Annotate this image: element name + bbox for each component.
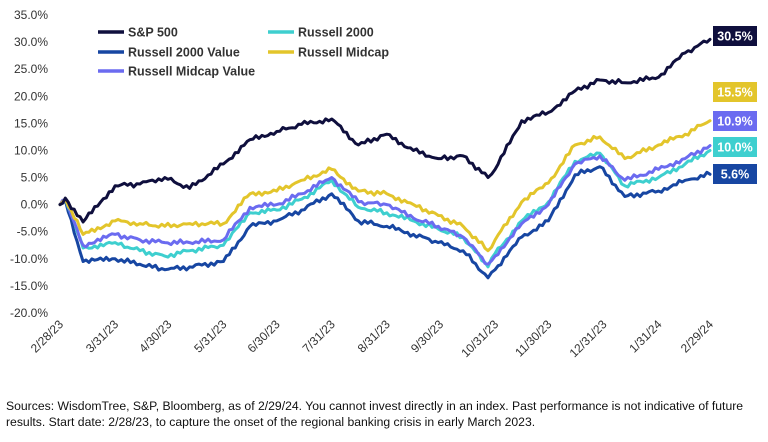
line-chart: -20.0% -15.0% -10.0% -5.0% 0.0% 5.0% 10.0% 15.0… <box>10 8 757 360</box>
end-label-box <box>713 164 757 184</box>
y-tick-label: 10.0% <box>14 143 48 157</box>
y-tick-label: -10.0% <box>10 252 48 266</box>
x-tick-label: 1/31/24 <box>626 317 664 355</box>
y-tick-label: 0.0% <box>21 198 49 212</box>
end-label-box <box>713 111 757 131</box>
legend-label: Russell 2000 <box>298 26 374 40</box>
x-tick-label: 12/31/23 <box>567 317 610 360</box>
series-line <box>58 165 712 280</box>
x-tick-label: 7/31/23 <box>300 317 338 355</box>
x-tick-label: 2/28/23 <box>28 317 66 355</box>
legend: S&P 500 Russell 2000 Russell 2000 Value Rus… <box>98 26 389 79</box>
y-tick-label: 30.0% <box>14 35 48 49</box>
series-line <box>58 149 712 269</box>
x-tick-label: 11/30/23 <box>512 317 555 360</box>
x-tick-label: 4/30/23 <box>136 317 174 355</box>
end-label: 5.6% <box>721 168 750 182</box>
x-tick-label: 9/30/23 <box>408 317 446 355</box>
y-axis: -20.0% -15.0% -10.0% -5.0% 0.0% 5.0% 10.0% 15.0… <box>10 8 48 320</box>
source-note: Sources: WisdomTree, S&P, Bloomberg, as … <box>6 399 744 429</box>
y-tick-label: 25.0% <box>14 62 48 76</box>
series-lines <box>58 37 712 280</box>
y-tick-label: -20.0% <box>10 306 48 320</box>
x-tick-label: 5/31/23 <box>191 317 229 355</box>
end-label: 10.0% <box>717 141 752 155</box>
series-line <box>58 119 712 253</box>
x-tick-label: 3/31/23 <box>83 317 121 355</box>
legend-label: Russell Midcap Value <box>128 65 255 79</box>
legend-label: Russell 2000 Value <box>128 46 240 60</box>
x-axis: 2/28/23 3/31/23 4/30/23 5/31/23 6/30/23 7/31/… <box>28 317 716 360</box>
x-tick-label: 10/31/23 <box>458 317 501 360</box>
x-tick-label: 8/31/23 <box>355 317 393 355</box>
series-line <box>58 37 712 224</box>
legend-label: S&P 500 <box>128 26 178 40</box>
legend-label: Russell Midcap <box>298 46 389 60</box>
y-tick-label: 20.0% <box>14 89 48 103</box>
y-tick-label: -5.0% <box>17 225 49 239</box>
y-tick-label: -15.0% <box>10 279 48 293</box>
end-label-box <box>713 137 757 157</box>
x-tick-label: 6/30/23 <box>245 317 283 355</box>
end-labels: 30.5% 15.5% 10.9% 10.0% 5.6% <box>713 26 757 184</box>
end-label: 15.5% <box>717 86 752 100</box>
end-label-box <box>713 26 757 46</box>
end-label: 10.9% <box>717 115 752 129</box>
y-tick-label: 15.0% <box>14 116 48 130</box>
end-label: 30.5% <box>717 30 752 44</box>
series-line <box>58 144 712 266</box>
end-label-box <box>713 82 757 102</box>
y-tick-label: 5.0% <box>21 171 49 185</box>
y-tick-label: 35.0% <box>14 8 48 22</box>
x-tick-label: 2/29/24 <box>678 317 716 355</box>
